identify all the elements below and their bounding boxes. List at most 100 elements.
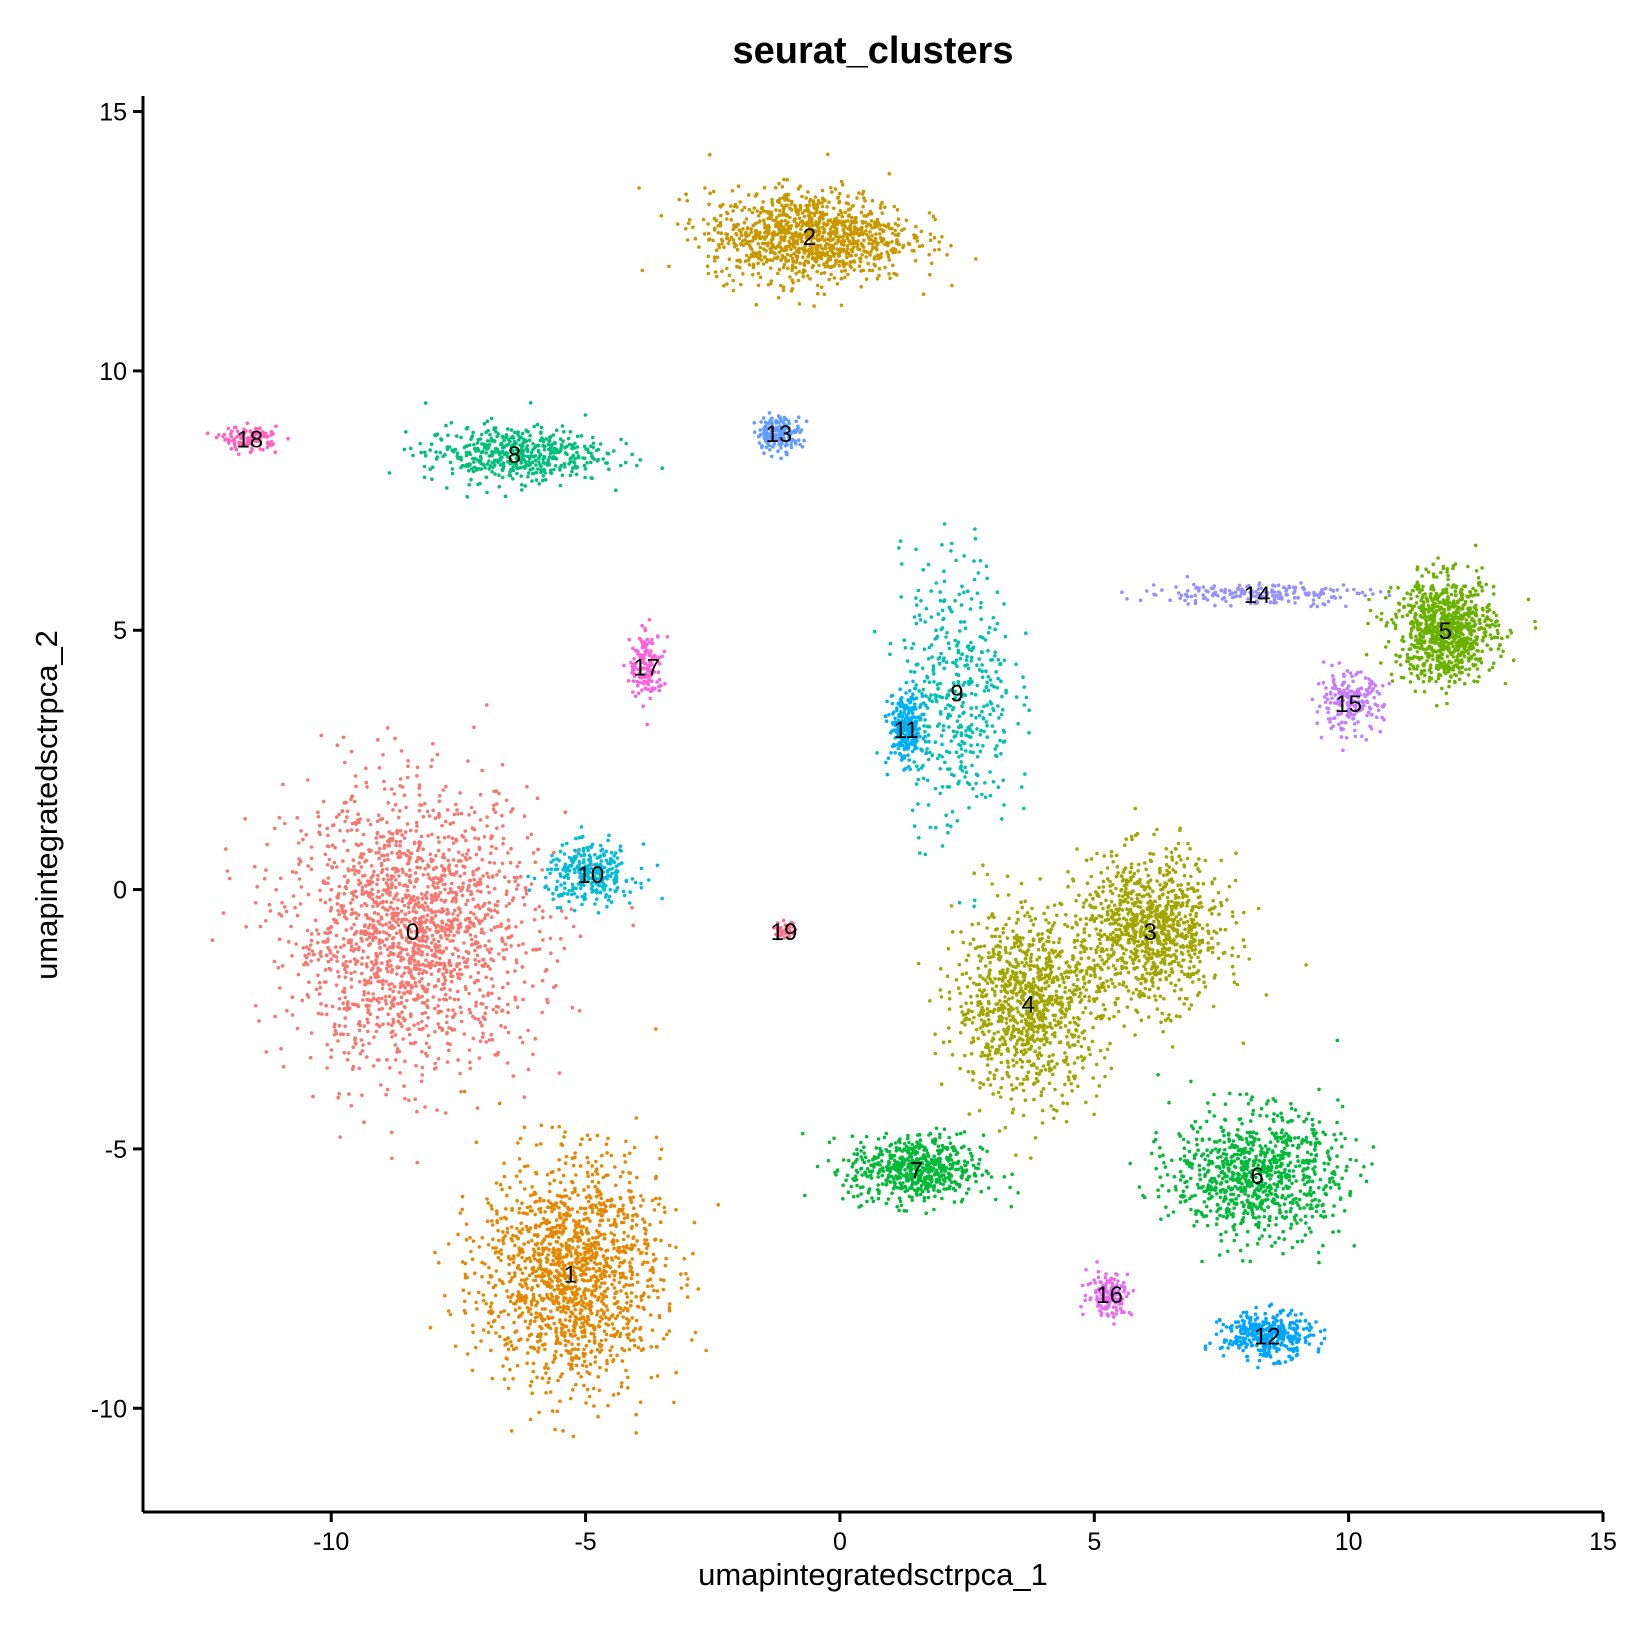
- data-point: [349, 1103, 354, 1108]
- data-point: [618, 1306, 623, 1311]
- data-point: [513, 995, 517, 1000]
- data-point: [864, 277, 869, 282]
- data-point: [932, 235, 937, 240]
- data-point: [1102, 854, 1106, 858]
- data-point: [443, 873, 447, 878]
- data-point: [351, 1045, 356, 1049]
- data-point: [333, 1029, 338, 1033]
- data-point: [417, 783, 422, 787]
- data-point: [551, 1299, 556, 1303]
- data-point: [780, 185, 785, 189]
- data-point: [540, 1252, 544, 1256]
- data-point: [609, 1231, 613, 1235]
- data-point: [837, 219, 842, 223]
- data-point: [443, 930, 447, 935]
- data-point: [459, 1019, 464, 1024]
- data-point: [791, 259, 795, 264]
- data-point: [1133, 806, 1137, 811]
- data-point: [371, 1064, 376, 1068]
- data-point: [556, 1235, 561, 1240]
- data-point: [570, 1261, 574, 1265]
- data-point: [535, 1300, 539, 1304]
- data-point: [538, 929, 542, 934]
- data-point: [595, 1187, 599, 1192]
- data-point: [685, 1295, 690, 1299]
- data-point: [624, 1368, 628, 1373]
- data-point: [550, 1409, 555, 1413]
- data-point: [552, 985, 556, 990]
- data-point: [820, 234, 825, 239]
- data-point: [372, 1035, 376, 1039]
- data-point: [399, 749, 404, 753]
- data-point: [1179, 883, 1183, 887]
- data-point: [919, 229, 924, 234]
- data-point: [543, 1347, 547, 1352]
- data-point: [452, 812, 457, 817]
- data-point: [630, 1246, 635, 1250]
- data-point: [577, 1300, 581, 1305]
- data-point: [573, 1186, 577, 1191]
- data-point: [518, 1180, 523, 1184]
- data-point: [469, 1249, 473, 1254]
- data-point: [504, 947, 509, 952]
- data-point: [472, 912, 476, 916]
- data-point: [817, 216, 822, 221]
- data-point: [907, 242, 912, 246]
- data-point: [340, 809, 345, 813]
- data-point: [409, 930, 414, 934]
- data-point: [854, 216, 858, 220]
- data-point: [350, 868, 355, 872]
- data-point: [396, 869, 401, 873]
- data-point: [441, 972, 445, 976]
- data-point: [341, 1032, 346, 1037]
- data-point: [365, 937, 369, 942]
- data-point: [561, 1283, 565, 1288]
- data-point: [559, 937, 563, 941]
- data-point: [1182, 1002, 1186, 1006]
- data-point: [549, 1262, 553, 1267]
- data-point: [458, 791, 462, 795]
- data-point: [797, 269, 801, 274]
- data-point: [362, 993, 367, 997]
- data-point: [557, 1158, 561, 1162]
- data-point: [521, 895, 525, 900]
- data-point: [495, 924, 500, 929]
- data-point: [304, 833, 309, 837]
- data-point: [362, 924, 367, 929]
- data-point: [1095, 893, 1100, 897]
- data-point: [579, 1294, 584, 1299]
- data-point: [525, 1361, 529, 1365]
- data-point: [845, 244, 850, 248]
- data-point: [504, 1217, 509, 1221]
- data-point: [342, 1006, 347, 1011]
- data-point: [754, 302, 759, 307]
- data-point: [495, 873, 499, 877]
- data-point: [1162, 950, 1167, 955]
- data-point: [858, 256, 863, 261]
- data-point: [413, 1040, 418, 1045]
- data-point: [789, 202, 794, 206]
- data-point: [366, 893, 371, 898]
- data-point: [1177, 978, 1181, 982]
- data-point: [585, 1230, 589, 1234]
- data-point: [1173, 870, 1178, 874]
- data-point: [400, 917, 405, 922]
- data-point: [687, 218, 692, 222]
- data-point: [846, 194, 850, 198]
- data-point: [518, 875, 523, 879]
- data-point: [490, 1207, 494, 1211]
- data-point: [483, 944, 488, 948]
- data-point: [763, 237, 767, 241]
- data-point: [369, 968, 374, 972]
- data-point: [1107, 904, 1111, 908]
- data-point: [635, 1239, 639, 1243]
- data-point: [682, 1257, 687, 1261]
- data-point: [617, 1245, 622, 1250]
- data-point: [540, 1268, 544, 1272]
- data-point: [567, 1213, 572, 1217]
- data-point: [332, 823, 336, 827]
- data-point: [582, 1212, 587, 1216]
- data-point: [442, 997, 446, 1001]
- data-point: [556, 1295, 560, 1300]
- data-point: [313, 918, 318, 923]
